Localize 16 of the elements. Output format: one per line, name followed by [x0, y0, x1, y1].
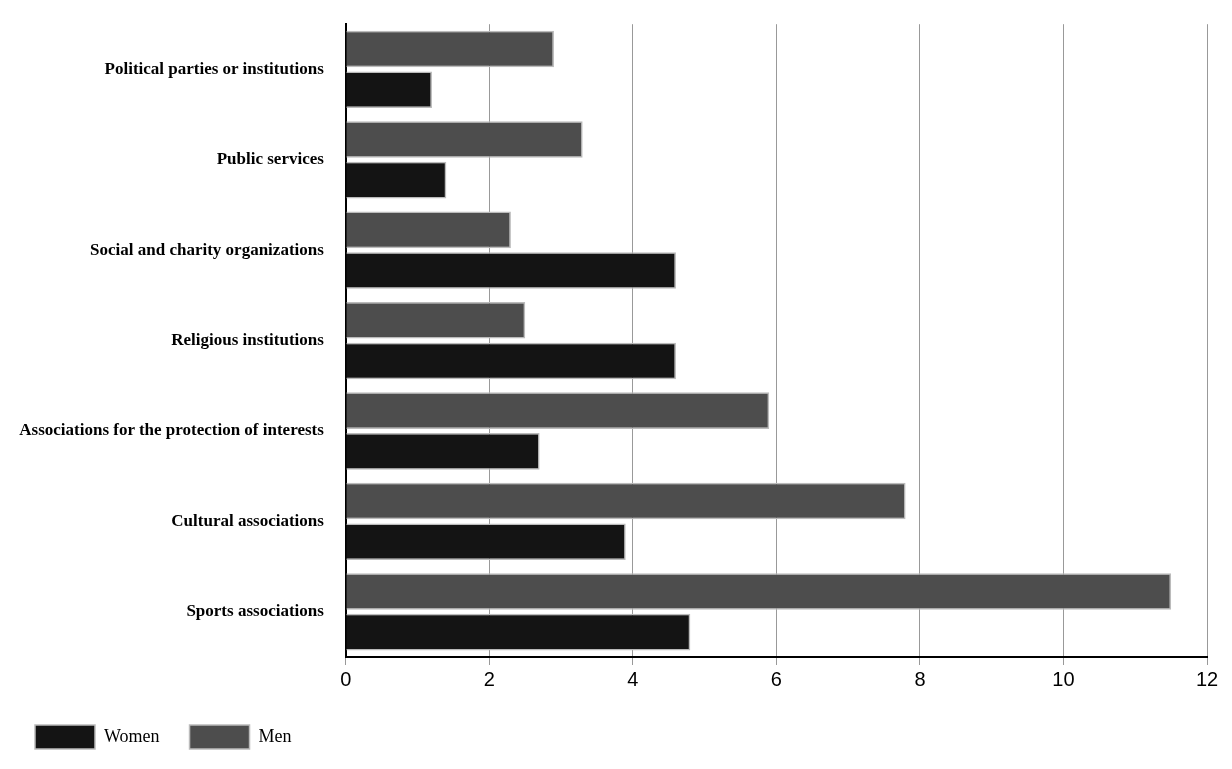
x-tick-label: 10 [1052, 667, 1075, 690]
y-tick-label: Sports associations [186, 601, 325, 621]
y-tick-label: Political parties or institutions [104, 58, 325, 78]
x-tick-label: 8 [914, 667, 926, 690]
x-tick-label: 2 [483, 667, 495, 690]
legend-label: Men [258, 725, 292, 746]
legend-label: Women [104, 725, 160, 746]
y-tick-label: Public services [216, 149, 325, 169]
y-tick-label: Social and charity organizations [90, 239, 325, 259]
y-tick-label: Cultural associations [171, 510, 325, 530]
y-tick-label: Religious institutions [171, 329, 325, 349]
y-tick-label: Associations for the protection of interests [19, 420, 325, 440]
x-tick-label: 4 [627, 667, 639, 690]
x-tick-label: 6 [770, 667, 782, 690]
x-tick-label: 0 [340, 667, 352, 690]
x-tick-label: 12 [1195, 667, 1219, 690]
